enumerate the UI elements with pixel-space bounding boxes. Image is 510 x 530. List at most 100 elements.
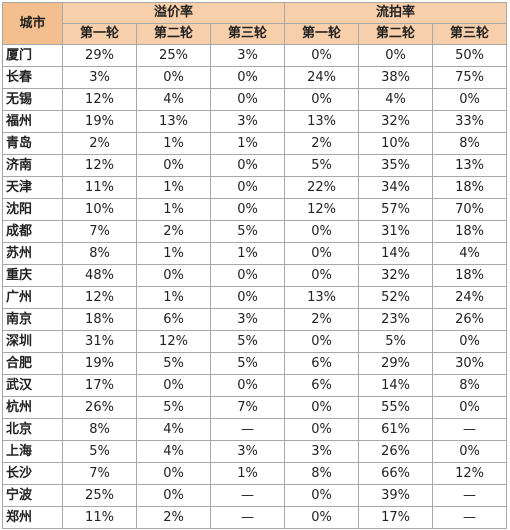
- failed-round-2-cell: 17%: [358, 506, 434, 529]
- premium-round-2-cell: 5%: [136, 352, 211, 375]
- failed-round-2-cell: 31%: [358, 220, 434, 243]
- premium-round-3-cell: 3%: [209, 110, 286, 133]
- failed-round-1-cell: 0%: [284, 330, 360, 353]
- premium-round-3-header: 第三轮: [209, 23, 286, 45]
- failed-round-3-cell: —: [432, 484, 508, 507]
- premium-round-2-cell: 2%: [136, 506, 211, 529]
- city-name-cell: 重庆: [2, 264, 63, 287]
- failed-round-2-cell: 4%: [358, 88, 434, 111]
- premium-round-3-cell: 0%: [209, 88, 286, 111]
- table-row: 福州 19% 13% 3% 13% 32% 33%: [2, 110, 508, 133]
- failed-round-1-cell: 13%: [284, 286, 360, 309]
- failed-round-1-cell: 0%: [284, 220, 360, 243]
- city-name-cell: 武汉: [2, 374, 63, 397]
- premium-round-2-cell: 25%: [136, 44, 211, 67]
- failed-round-1-cell: 0%: [284, 506, 360, 529]
- failed-round-3-cell: 33%: [432, 110, 508, 133]
- failed-round-1-cell: 13%: [284, 110, 360, 133]
- table-body: 厦门 29% 25% 3% 0% 0% 50% 长春 3% 0% 0% 24% 38% 75% 无锡 12% 4…: [2, 44, 508, 529]
- failed-round-3-cell: 8%: [432, 132, 508, 155]
- table-row: 无锡 12% 4% 0% 0% 4% 0%: [2, 88, 508, 111]
- table-row: 厦门 29% 25% 3% 0% 0% 50%: [2, 44, 508, 67]
- premium-round-2-header: 第二轮: [136, 23, 211, 45]
- premium-round-2-cell: 1%: [136, 286, 211, 309]
- failed-round-1-cell: 6%: [284, 352, 360, 375]
- premium-round-1-cell: 5%: [62, 440, 137, 463]
- failed-round-2-cell: 0%: [358, 44, 434, 67]
- city-name-cell: 宁波: [2, 484, 63, 507]
- city-column-header: 城市: [2, 2, 63, 45]
- header-row-rounds: 第一轮 第二轮 第三轮 第一轮 第二轮 第三轮: [3, 23, 508, 45]
- failed-round-1-cell: 24%: [284, 66, 360, 89]
- premium-round-3-cell: —: [209, 484, 286, 507]
- premium-round-3-cell: 1%: [209, 462, 286, 485]
- failed-round-3-cell: 13%: [432, 154, 508, 177]
- failed-round-3-cell: 0%: [432, 330, 508, 353]
- table-row: 深圳 31% 12% 5% 0% 5% 0%: [2, 330, 508, 353]
- table-row: 北京 8% 4% —0% 61% —: [2, 418, 508, 441]
- failed-round-1-cell: 2%: [284, 132, 360, 155]
- premium-round-1-cell: 10%: [62, 198, 137, 221]
- failed-round-2-cell: 66%: [358, 462, 434, 485]
- premium-round-1-cell: 11%: [62, 176, 137, 199]
- table-row: 长沙 7% 0% 1% 8% 66% 12%: [2, 462, 508, 485]
- table-row: 郑州 11% 2% —0% 17% —: [2, 506, 508, 529]
- premium-round-3-cell: —: [209, 506, 286, 529]
- failed-round-3-cell: 75%: [432, 66, 508, 89]
- failed-round-2-cell: 14%: [358, 374, 434, 397]
- failed-round-3-cell: 0%: [432, 396, 508, 419]
- premium-round-2-cell: 0%: [136, 66, 211, 89]
- failed-round-3-cell: 0%: [432, 440, 508, 463]
- premium-round-1-header: 第一轮: [62, 23, 137, 45]
- city-name-cell: 天津: [2, 176, 63, 199]
- failed-round-1-cell: 6%: [284, 374, 360, 397]
- failed-round-2-cell: 32%: [358, 110, 434, 133]
- failed-round-1-cell: 0%: [284, 44, 360, 67]
- city-name-cell: 郑州: [2, 506, 63, 529]
- table-row: 青岛 2% 1% 1% 2% 10% 8%: [2, 132, 508, 155]
- failed-round-2-cell: 38%: [358, 66, 434, 89]
- premium-round-2-cell: 2%: [136, 220, 211, 243]
- failed-round-1-cell: 2%: [284, 308, 360, 331]
- failed-round-3-cell: —: [432, 506, 508, 529]
- failed-round-3-cell: 4%: [432, 242, 508, 265]
- city-name-cell: 福州: [2, 110, 63, 133]
- failed-round-1-cell: 0%: [284, 242, 360, 265]
- premium-round-3-cell: 3%: [209, 308, 286, 331]
- city-name-cell: 无锡: [2, 88, 63, 111]
- premium-round-1-cell: 2%: [62, 132, 137, 155]
- premium-round-3-cell: 5%: [209, 330, 286, 353]
- table-row: 武汉 17% 0% 0% 6% 14% 8%: [2, 374, 508, 397]
- failed-round-3-cell: 26%: [432, 308, 508, 331]
- premium-round-1-cell: 48%: [62, 264, 137, 287]
- failed-round-3-cell: —: [432, 418, 508, 441]
- premium-round-3-cell: 0%: [209, 264, 286, 287]
- premium-round-3-cell: 0%: [209, 176, 286, 199]
- failed-round-2-cell: 14%: [358, 242, 434, 265]
- premium-round-3-cell: 3%: [209, 440, 286, 463]
- premium-round-3-cell: 1%: [209, 132, 286, 155]
- premium-round-1-cell: 31%: [62, 330, 137, 353]
- failed-round-2-cell: 39%: [358, 484, 434, 507]
- premium-round-2-cell: 12%: [136, 330, 211, 353]
- failed-round-1-cell: 0%: [284, 264, 360, 287]
- failed-round-3-cell: 24%: [432, 286, 508, 309]
- city-name-cell: 上海: [2, 440, 63, 463]
- city-name-cell: 济南: [2, 154, 63, 177]
- failed-auction-rate-group-header: 流拍率: [284, 2, 508, 24]
- premium-round-2-cell: 0%: [136, 264, 211, 287]
- premium-round-2-cell: 0%: [136, 484, 211, 507]
- failed-round-1-cell: 0%: [284, 88, 360, 111]
- premium-round-2-cell: 6%: [136, 308, 211, 331]
- failed-round-2-cell: 32%: [358, 264, 434, 287]
- premium-round-2-cell: 4%: [136, 440, 211, 463]
- premium-round-1-cell: 8%: [62, 418, 137, 441]
- failed-round-1-cell: 5%: [284, 154, 360, 177]
- city-name-cell: 广州: [2, 286, 63, 309]
- premium-round-3-cell: 0%: [209, 374, 286, 397]
- failed-round-1-cell: 0%: [284, 484, 360, 507]
- premium-round-1-cell: 7%: [62, 462, 137, 485]
- premium-round-1-cell: 8%: [62, 242, 137, 265]
- failed-round-2-cell: 35%: [358, 154, 434, 177]
